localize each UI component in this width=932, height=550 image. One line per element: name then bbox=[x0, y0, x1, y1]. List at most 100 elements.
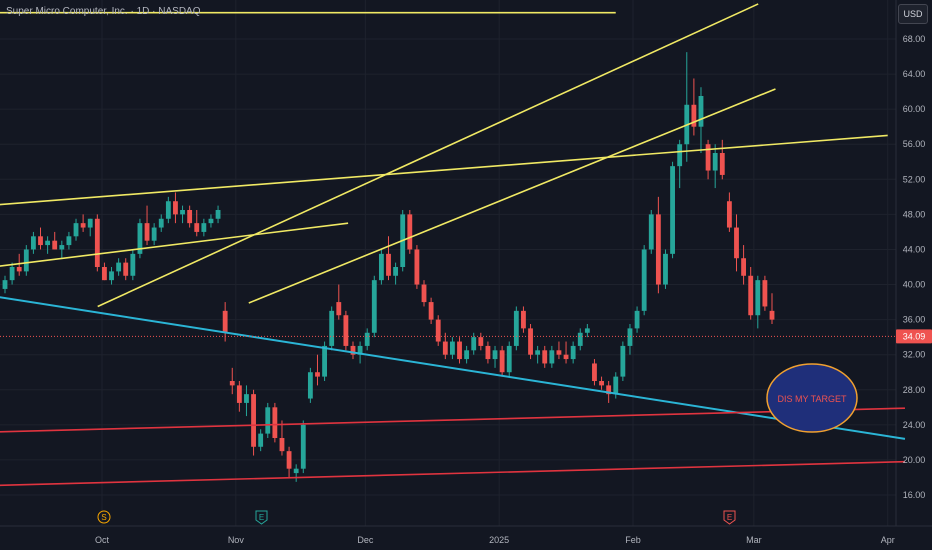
candle-body bbox=[201, 223, 207, 232]
candle-body bbox=[2, 280, 8, 289]
earnings-icon bbox=[255, 510, 268, 525]
candle-body bbox=[87, 218, 93, 228]
candle bbox=[137, 218, 143, 259]
candle bbox=[258, 429, 264, 452]
candle bbox=[158, 214, 164, 232]
candle-body bbox=[428, 302, 434, 320]
candle bbox=[194, 210, 200, 237]
trendline-yellow[interactable] bbox=[97, 3, 759, 308]
trendline-yellow[interactable] bbox=[0, 134, 888, 207]
price-tick-label: 44.00 bbox=[903, 244, 926, 254]
candle bbox=[73, 218, 79, 241]
price-tick-label: 32.00 bbox=[903, 350, 926, 360]
candle-body bbox=[421, 284, 427, 303]
price-tick-label: 52.00 bbox=[903, 174, 926, 184]
candle bbox=[521, 306, 526, 333]
time-tick-label: Nov bbox=[228, 535, 245, 545]
candle bbox=[300, 420, 306, 474]
candle-body bbox=[364, 332, 370, 346]
candle bbox=[528, 324, 533, 360]
candle bbox=[94, 214, 100, 272]
candle-body bbox=[38, 236, 43, 246]
currency-button[interactable]: USD bbox=[898, 4, 928, 24]
candle bbox=[513, 306, 519, 351]
candle-body bbox=[173, 201, 178, 215]
last-price-badge: 34.09 bbox=[896, 329, 932, 344]
candle bbox=[215, 205, 221, 224]
candle bbox=[719, 139, 725, 180]
trendlines[interactable] bbox=[0, 3, 906, 487]
trendline-yellow[interactable] bbox=[0, 222, 349, 270]
candle bbox=[45, 236, 51, 254]
candle bbox=[620, 341, 626, 381]
candle-body bbox=[109, 271, 114, 281]
candle-body bbox=[208, 218, 214, 224]
candle-body bbox=[23, 249, 29, 272]
candle bbox=[38, 227, 43, 250]
event-earnings-marker-nov[interactable]: E bbox=[255, 510, 268, 525]
trendline-yellow[interactable] bbox=[248, 88, 776, 304]
candle-body bbox=[187, 210, 193, 224]
candle-body bbox=[648, 214, 654, 250]
candle bbox=[116, 258, 122, 276]
candle-body bbox=[407, 214, 413, 250]
candle-body bbox=[762, 280, 768, 307]
candle bbox=[478, 332, 484, 351]
candle bbox=[329, 306, 335, 351]
candle bbox=[87, 218, 93, 237]
candle bbox=[499, 345, 505, 377]
candle-body bbox=[677, 144, 683, 167]
candle-body bbox=[584, 328, 590, 333]
trendline-cyan[interactable] bbox=[0, 292, 906, 440]
candle bbox=[279, 420, 285, 456]
candle-body bbox=[272, 407, 278, 438]
target-annotation[interactable]: DIS MY TARGET bbox=[766, 363, 858, 433]
candle-body bbox=[194, 223, 200, 232]
candle bbox=[655, 196, 661, 294]
candle-body bbox=[151, 227, 157, 241]
event-split-marker[interactable]: S bbox=[97, 510, 111, 524]
candle bbox=[59, 240, 65, 259]
candle bbox=[293, 464, 299, 482]
target-ellipse[interactable] bbox=[766, 363, 858, 433]
candle bbox=[563, 341, 569, 364]
candle-body bbox=[293, 468, 299, 474]
candle-body bbox=[357, 345, 363, 355]
trendline-red[interactable] bbox=[0, 407, 905, 433]
candle-body bbox=[592, 363, 597, 381]
candle-body bbox=[719, 153, 725, 175]
candle bbox=[549, 345, 555, 368]
candle bbox=[286, 446, 292, 478]
candle bbox=[201, 218, 207, 237]
candle-body bbox=[244, 394, 249, 403]
candle-body bbox=[670, 166, 675, 254]
candle-body bbox=[627, 328, 633, 346]
candle bbox=[23, 245, 29, 276]
price-tick-label: 36.00 bbox=[903, 315, 926, 325]
price-tick-label: 48.00 bbox=[903, 209, 926, 219]
candle bbox=[123, 258, 129, 281]
candle-body bbox=[251, 394, 256, 447]
candle-body bbox=[144, 223, 150, 241]
candle bbox=[187, 205, 193, 228]
candle-body bbox=[712, 153, 718, 171]
candle-body bbox=[705, 144, 711, 171]
candle-body bbox=[620, 345, 626, 377]
price-tick-label: 64.00 bbox=[903, 69, 926, 79]
candle bbox=[492, 345, 498, 368]
candle-body bbox=[521, 310, 526, 329]
split-label: S bbox=[101, 513, 106, 522]
trendline-red[interactable] bbox=[0, 460, 905, 487]
candle bbox=[378, 249, 384, 285]
candle-body bbox=[563, 354, 569, 360]
price-axis[interactable]: 68.00 64.00 60.00 56.00 52.00 48.00 44.00 40.00… bbox=[903, 34, 926, 500]
candle bbox=[712, 144, 718, 189]
time-axis[interactable]: Oct Nov Dec 2025 Feb Mar Apr bbox=[95, 535, 895, 545]
candle bbox=[414, 245, 420, 289]
price-tick-label: 20.00 bbox=[903, 455, 926, 465]
candle-body bbox=[222, 310, 228, 333]
event-earnings-marker-feb[interactable]: E bbox=[723, 510, 736, 525]
candle-body bbox=[663, 253, 668, 285]
candle bbox=[66, 231, 72, 250]
